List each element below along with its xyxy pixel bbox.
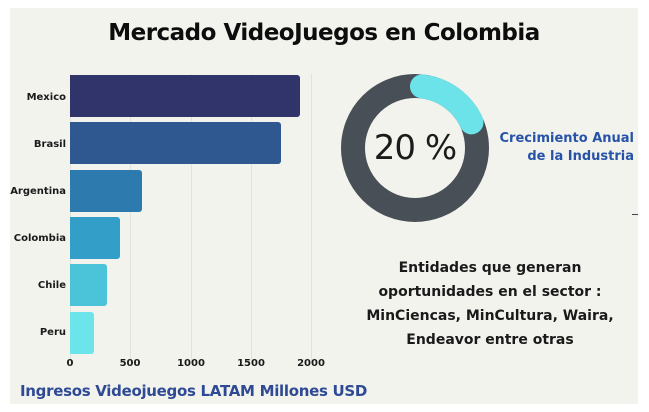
gridline-500: [130, 74, 131, 362]
donut-center-value: 20 %: [373, 128, 457, 168]
gridline-1000: [191, 74, 192, 362]
growth-donut-chart: 20 %: [340, 73, 490, 223]
donut-caption-line1: Crecimiento Anual: [499, 131, 634, 146]
donut-caption: Crecimiento Anual de la Industria: [484, 130, 634, 166]
bar-chart: Mexico Brasil Argentina Colombia Chile P…: [10, 8, 367, 404]
category-label: Peru: [39, 327, 66, 338]
separator-dash: [632, 214, 638, 215]
gridline-2000: [311, 74, 312, 362]
donut-ring: [341, 74, 489, 222]
category-label: Chile: [37, 280, 66, 291]
x-tick-label: 2000: [297, 358, 325, 369]
bar-brasil: [70, 122, 281, 165]
entities-line: MinCiencas, MinCultura, Waira,: [366, 308, 614, 324]
x-tick-label: 1500: [237, 358, 265, 369]
x-tick-label: 1000: [177, 358, 205, 369]
x-tick-label: 500: [119, 358, 141, 369]
category-label: Mexico: [26, 92, 66, 103]
gridline-1500: [251, 74, 252, 362]
bar-peru: [70, 311, 95, 354]
x-axis-label: Ingresos Videojuegos LATAM Millones USD: [20, 382, 368, 400]
bar-chile: [70, 264, 108, 307]
donut-caption-line2: de la Industria: [527, 149, 634, 164]
entities-line: Entidades que generan: [398, 260, 582, 276]
entities-text: Entidades que generan oportunidades en e…: [355, 256, 625, 352]
bar-argentina: [70, 169, 143, 212]
category-label: Colombia: [13, 233, 66, 244]
bar-mexico: [70, 75, 301, 117]
infographic-panel: Mercado VideoJuegos en Colombia Mexico B…: [10, 8, 638, 404]
category-label: Argentina: [10, 186, 66, 197]
entities-line: Endeavor entre otras: [406, 332, 574, 348]
x-tick-label: 0: [66, 358, 74, 369]
bar-colombia: [70, 216, 120, 259]
page-title: Mercado VideoJuegos en Colombia: [108, 20, 540, 46]
entities-line: oportunidades en el sector :: [378, 284, 602, 300]
category-label: Brasil: [33, 139, 66, 150]
